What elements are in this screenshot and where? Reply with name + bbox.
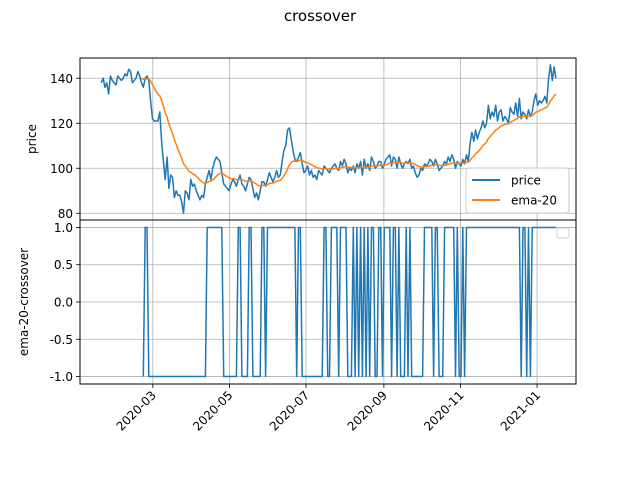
legend-label-ema: ema-20 — [511, 194, 557, 208]
figure-title: crossover — [284, 7, 357, 25]
top-y-tick-label: 120 — [50, 117, 73, 131]
series-line-ema-20-crossover — [142, 226, 556, 378]
bottom-plot-lines — [142, 226, 556, 378]
bottom-legend-box — [556, 227, 570, 239]
top-plot-lines — [100, 64, 557, 215]
bottom-y-tick-label: 1.0 — [54, 221, 73, 235]
bottom-y-tick-label: 0.0 — [54, 296, 73, 310]
x-ticks: 2020-03 2020-05 2020-07 2020-09 2020-11 2021-… — [114, 384, 543, 434]
top-y-tick-label: 80 — [58, 207, 73, 221]
bottom-y-tick-label: -0.5 — [50, 333, 73, 347]
series-line-price — [100, 64, 557, 215]
bottom-y-axis-label: ema-20-crossover — [17, 248, 31, 356]
x-tick-label: 2020-03 — [114, 388, 159, 433]
x-tick-label: 2020-09 — [345, 388, 390, 433]
top-grid — [80, 58, 576, 220]
series-line-ema-20 — [141, 77, 557, 187]
top-y-tick-label: 100 — [50, 162, 73, 176]
legend-label-price: price — [511, 174, 541, 188]
x-tick-label: 2021-01 — [498, 388, 543, 433]
bottom-y-ticks: 1.0 0.5 0.0 -0.5 -1.0 — [50, 221, 80, 384]
x-tick-label: 2020-07 — [267, 388, 312, 433]
top-y-ticks: 80 100 120 140 — [50, 72, 80, 221]
top-legend: price ema-20 — [465, 167, 570, 214]
top-y-tick-label: 140 — [50, 72, 73, 86]
bottom-y-tick-label: 0.5 — [54, 258, 73, 272]
top-y-axis-label: price — [25, 124, 39, 154]
bottom-y-tick-label: -1.0 — [50, 370, 73, 384]
x-tick-label: 2020-11 — [421, 388, 466, 433]
x-tick-label: 2020-05 — [190, 388, 235, 433]
